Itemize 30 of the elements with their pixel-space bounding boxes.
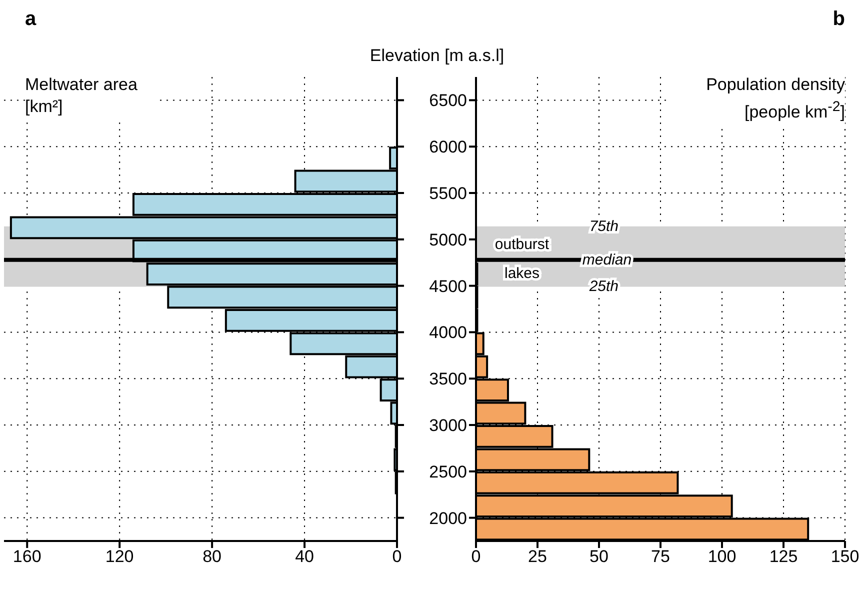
x-tick-label: 50	[590, 547, 608, 566]
x-tick-label: 0	[392, 547, 402, 566]
y-axis-title: Elevation [m a.s.l]	[370, 46, 504, 66]
x-tick-label: 80	[202, 547, 222, 566]
x-axis-title: Meltwater area [km²]	[25, 74, 160, 118]
x-tick-label: 150	[830, 547, 860, 566]
y-tick-label: 6000	[429, 138, 467, 157]
x-tick-label: 75	[651, 547, 670, 566]
y-tick-label: 4500	[429, 276, 467, 296]
x-tick-label: 25	[528, 547, 547, 566]
y-tick-label: 5500	[429, 184, 467, 204]
annotation: 75th	[589, 218, 619, 235]
y-tick-label: 6500	[429, 91, 467, 110]
y-tick-label: 3500	[429, 370, 467, 389]
y-tick-label: 4000	[429, 323, 467, 342]
x-tick-label: 125	[769, 547, 798, 566]
annotation: 25th	[588, 278, 619, 296]
chart-title: a	[25, 8, 36, 31]
x-tick-label: 100	[708, 547, 736, 566]
chart-title: b	[832, 8, 845, 31]
x-tick-label: 120	[105, 547, 134, 566]
y-tick-label: 2500	[429, 462, 467, 482]
x-tick-label: 160	[12, 547, 42, 566]
x-tick-label: 40	[295, 547, 314, 566]
y-tick-label: 5000	[429, 230, 467, 250]
band-label: outburst lakes	[494, 236, 550, 282]
y-tick-label: 2000	[429, 508, 467, 528]
y-tick-label: 3000	[429, 416, 467, 436]
x-tick-label: 0	[471, 547, 481, 566]
x-axis-title: Population density [people km$^{-2}$]	[670, 74, 845, 124]
